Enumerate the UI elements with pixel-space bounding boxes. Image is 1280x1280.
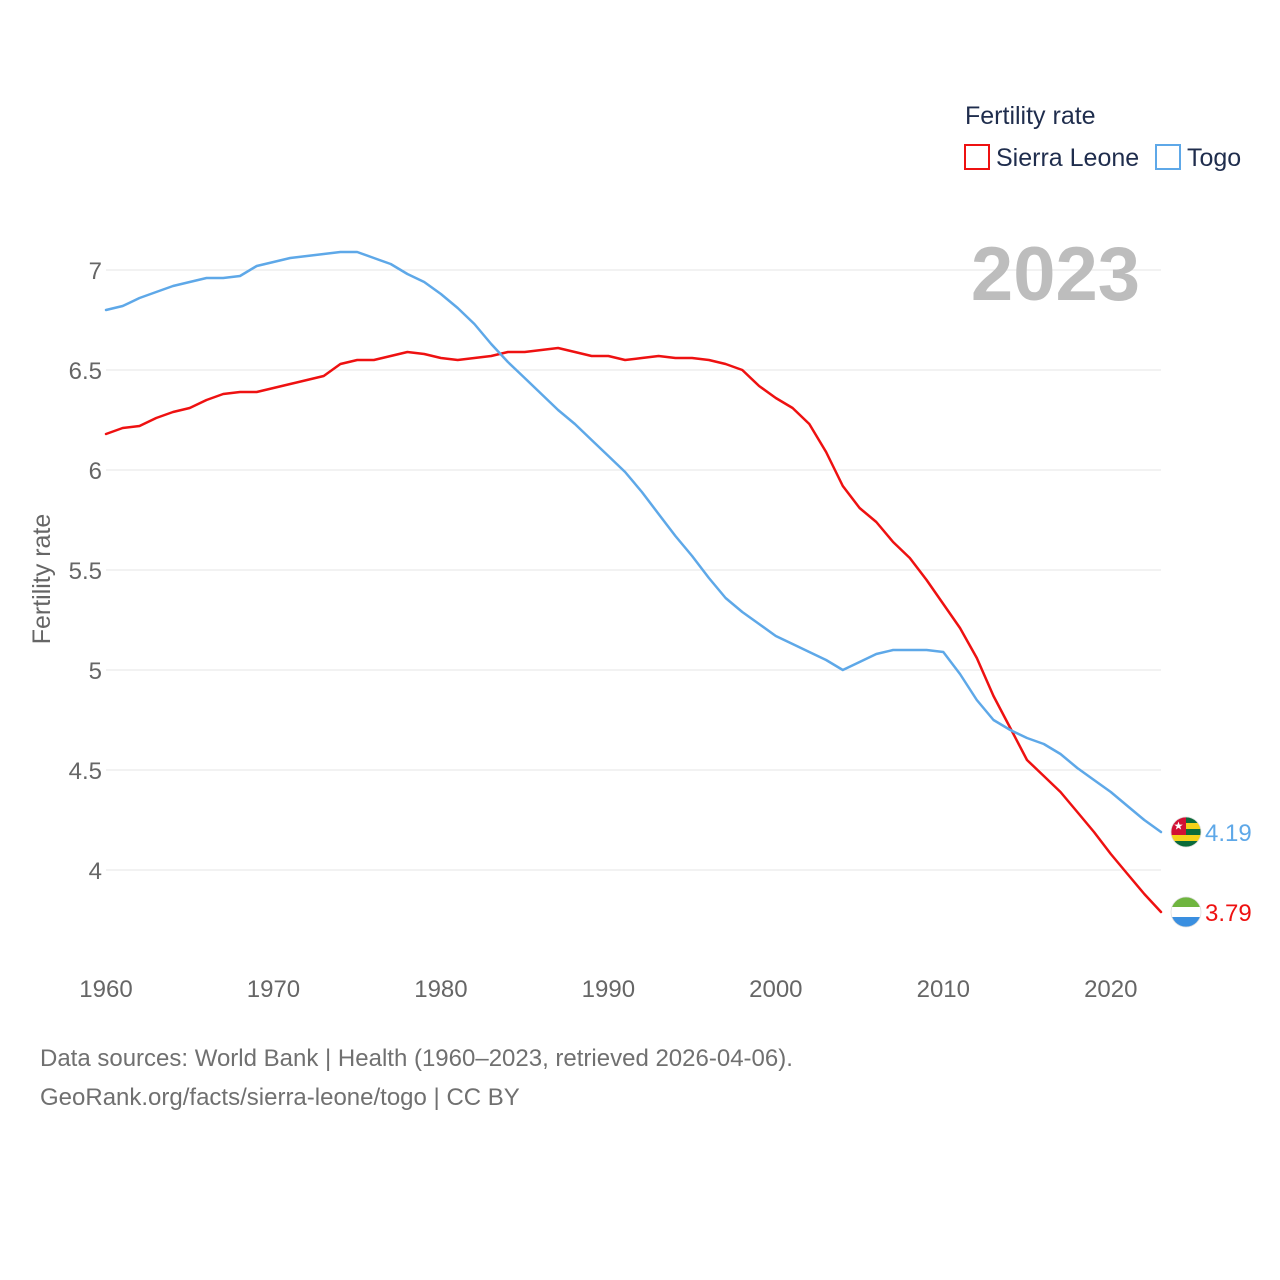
legend-item-sierra-leone[interactable]: Sierra Leone: [964, 144, 1139, 172]
y-axis-ticks: 4 4.5 5 5.5 6 6.5 7: [69, 258, 102, 885]
y-tick-label: 6.5: [69, 358, 102, 385]
y-tick-label: 5: [89, 658, 102, 685]
y-tick-label: 4: [89, 858, 102, 885]
x-tick-label: 1960: [79, 976, 132, 1003]
x-tick-label: 2020: [1084, 976, 1137, 1003]
series-end-markers: 3.79 4.19: [1170, 816, 1252, 928]
legend-label-togo: Togo: [1187, 144, 1241, 172]
y-tick-label: 6: [89, 458, 102, 485]
series-lines: [104, 250, 1163, 914]
legend-item-togo[interactable]: Togo: [1155, 144, 1241, 172]
end-value-label-sierra-leone: 3.79: [1205, 900, 1252, 927]
y-tick-label: 4.5: [69, 758, 102, 785]
end-value-label-togo: 4.19: [1205, 820, 1252, 847]
togo-flag-icon: [1170, 816, 1202, 848]
legend-swatch-togo: [1155, 144, 1181, 170]
x-tick-label: 2000: [749, 976, 802, 1003]
y-tick-label: 7: [89, 258, 102, 285]
year-watermark: 2023: [971, 232, 1140, 317]
footer-sources: Data sources: World Bank | Health (1960–…: [40, 1045, 793, 1072]
legend: Fertility rate Sierra Leone Togo: [964, 102, 1241, 172]
x-tick-label: 1980: [414, 976, 467, 1003]
series-line-togo[interactable]: [104, 250, 1163, 834]
legend-label-sierra-leone: Sierra Leone: [996, 144, 1139, 172]
x-axis-ticks: 1960 1970 1980 1990 2000 2010 2020: [79, 976, 1137, 1003]
footer-attribution[interactable]: GeoRank.org/facts/sierra-leone/togo | CC…: [40, 1084, 520, 1111]
legend-swatch-sierra-leone: [964, 144, 990, 170]
x-tick-label: 1990: [582, 976, 635, 1003]
series-line-sierra-leone[interactable]: [104, 346, 1163, 914]
x-tick-label: 2010: [917, 976, 970, 1003]
legend-title: Fertility rate: [965, 102, 1096, 130]
sierra-leone-flag-icon: [1170, 896, 1202, 928]
gridlines: [106, 269, 1161, 871]
y-axis-title: Fertility rate: [28, 514, 56, 645]
y-tick-label: 5.5: [69, 558, 102, 585]
x-tick-label: 1970: [247, 976, 300, 1003]
